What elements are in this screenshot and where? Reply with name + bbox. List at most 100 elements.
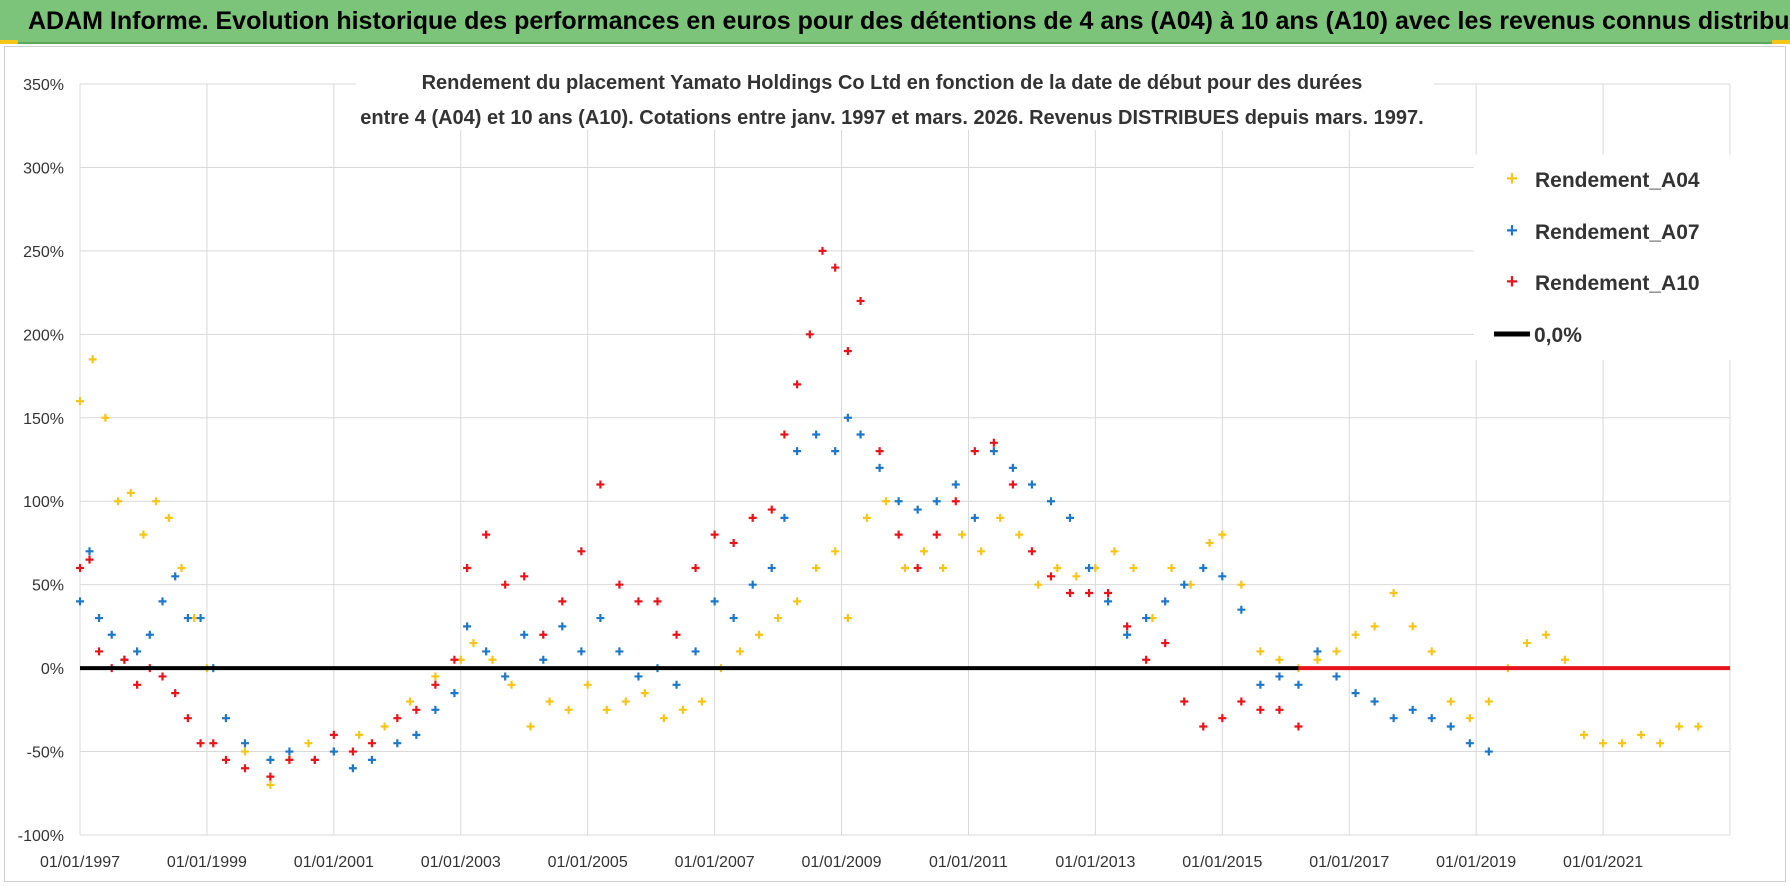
corner-accent-left xyxy=(0,40,18,44)
data-point xyxy=(697,697,706,706)
data-point xyxy=(1522,639,1531,648)
x-tick-label: 01/01/2005 xyxy=(548,854,628,871)
data-point xyxy=(1199,722,1208,731)
data-point xyxy=(158,672,167,681)
y-tick-label: -100% xyxy=(18,828,64,845)
data-point xyxy=(1275,705,1284,714)
series-rendement_a04 xyxy=(76,355,1703,789)
title-box xyxy=(356,62,1434,130)
data-point xyxy=(577,647,586,656)
y-tick-label: 200% xyxy=(23,327,64,344)
data-point xyxy=(729,538,738,547)
data-point xyxy=(818,246,827,255)
legend: + Rendement_A04 + Rendement_A07 + Rendem… xyxy=(1474,155,1732,360)
data-point xyxy=(85,547,94,556)
header-banner: ADAM Informe. Evolution historique des p… xyxy=(0,0,1790,44)
data-point xyxy=(85,555,94,564)
data-point xyxy=(1313,647,1322,656)
data-point xyxy=(1465,714,1474,723)
data-point xyxy=(1180,580,1189,589)
data-point xyxy=(1256,705,1265,714)
data-point xyxy=(894,530,903,539)
data-point xyxy=(615,580,624,589)
data-point xyxy=(812,563,821,572)
data-point xyxy=(1675,722,1684,731)
data-point xyxy=(710,597,719,606)
y-tick-label: 350% xyxy=(23,77,64,94)
data-point xyxy=(1599,739,1608,748)
data-point xyxy=(133,647,142,656)
data-point xyxy=(450,655,459,664)
data-point xyxy=(1053,563,1062,572)
data-point xyxy=(95,647,104,656)
data-point xyxy=(856,430,865,439)
data-point xyxy=(367,755,376,764)
data-point xyxy=(431,705,440,714)
data-point xyxy=(1389,714,1398,723)
y-tick-label: 300% xyxy=(23,160,64,177)
header-title: ADAM Informe. Evolution historique des p… xyxy=(28,7,1790,35)
legend-label-a10: Rendement_A10 xyxy=(1535,272,1700,295)
data-point xyxy=(843,614,852,623)
data-point xyxy=(76,563,84,572)
data-point xyxy=(831,263,840,272)
legend-label-a07: Rendement_A07 xyxy=(1535,221,1700,244)
data-point xyxy=(831,447,840,456)
data-point xyxy=(1351,630,1360,639)
data-point xyxy=(88,355,97,364)
data-point xyxy=(183,614,192,623)
data-point xyxy=(1066,589,1074,598)
data-point xyxy=(1427,714,1436,723)
data-point xyxy=(1085,563,1094,572)
data-point xyxy=(126,488,135,497)
data-point xyxy=(1332,647,1341,656)
data-point xyxy=(285,755,294,764)
data-point xyxy=(221,755,230,764)
data-point xyxy=(526,722,535,731)
data-point xyxy=(875,447,884,456)
x-tick-label: 01/01/2019 xyxy=(1436,854,1516,871)
data-point xyxy=(1008,463,1017,472)
data-point xyxy=(1161,639,1170,648)
data-point xyxy=(463,622,472,631)
data-point xyxy=(285,747,294,756)
data-point xyxy=(634,597,643,606)
data-point xyxy=(1408,705,1417,714)
data-point xyxy=(482,647,491,656)
data-point xyxy=(767,563,776,572)
data-point xyxy=(1180,697,1189,706)
data-point xyxy=(977,547,986,556)
data-point xyxy=(672,630,681,639)
data-point xyxy=(958,530,967,539)
data-point xyxy=(1446,697,1455,706)
data-point xyxy=(450,689,459,698)
data-point xyxy=(209,739,218,748)
data-point xyxy=(183,714,192,723)
data-point xyxy=(469,639,478,648)
data-point xyxy=(1618,739,1627,748)
data-point xyxy=(539,655,548,664)
data-point xyxy=(120,655,129,664)
data-point xyxy=(196,739,205,748)
data-point xyxy=(139,530,148,539)
data-point xyxy=(1072,572,1081,581)
data-point xyxy=(1129,563,1138,572)
data-point xyxy=(691,563,700,572)
data-point xyxy=(729,614,738,623)
data-point xyxy=(114,497,123,506)
data-point xyxy=(196,614,205,623)
corner-accent-right xyxy=(1772,40,1790,44)
data-point xyxy=(1541,630,1550,639)
data-point xyxy=(1275,672,1284,681)
series-layer xyxy=(76,246,1703,789)
data-point xyxy=(558,622,567,631)
data-point xyxy=(1123,622,1132,631)
data-point xyxy=(1332,672,1341,681)
data-point xyxy=(266,772,275,781)
data-point xyxy=(913,563,922,572)
data-point xyxy=(545,697,554,706)
data-point xyxy=(348,747,357,756)
data-point xyxy=(856,296,865,305)
data-point xyxy=(1294,722,1303,731)
